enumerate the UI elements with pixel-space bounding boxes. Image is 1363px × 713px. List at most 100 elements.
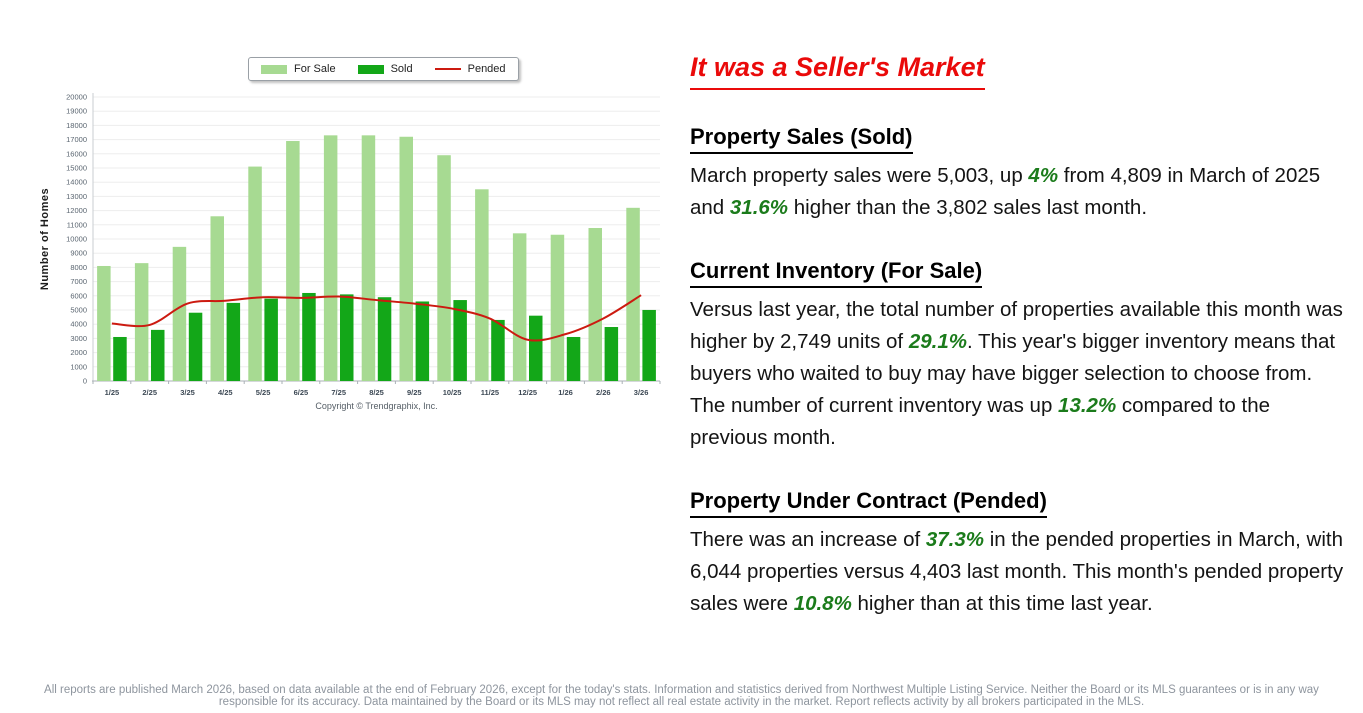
- footer-disclaimer: All reports are published March 2026, ba…: [44, 684, 1319, 708]
- y-tick-label: 11000: [67, 220, 87, 229]
- legend-item: Pended: [434, 63, 506, 75]
- bar-sold: [151, 329, 165, 381]
- bar-for-sale: [134, 263, 149, 381]
- bar-for-sale: [248, 166, 262, 381]
- bar-sold: [113, 336, 127, 381]
- bar-sold: [264, 298, 278, 381]
- legend-label: Pended: [467, 63, 506, 75]
- bar-for-sale: [512, 233, 527, 381]
- section-heading: Property Under Contract (Pended): [690, 488, 1047, 518]
- section-body: March property sales were 5,003, up 4% f…: [690, 160, 1350, 224]
- x-tick-label: 8/25: [369, 388, 384, 397]
- bar-sold: [604, 327, 619, 381]
- bar-for-sale: [323, 135, 338, 381]
- y-tick-label: 7000: [70, 277, 87, 286]
- x-tick-label: 4/25: [218, 388, 233, 397]
- bar-for-sale: [172, 246, 187, 381]
- bar-for-sale: [588, 228, 602, 381]
- bar-for-sale: [550, 234, 565, 381]
- body-text: higher than at this time last year.: [851, 592, 1153, 615]
- bar-for-sale: [475, 189, 489, 381]
- x-tick-label: 2/26: [596, 388, 611, 397]
- body-text: higher than the 3,802 sales last month.: [788, 196, 1148, 219]
- bar-sold: [226, 302, 241, 381]
- bar-sold: [188, 312, 203, 381]
- bar-sold: [453, 300, 467, 381]
- body-text: in the pended properties in March, with …: [690, 528, 1344, 615]
- emphasis-value: 13.2%: [1058, 394, 1117, 417]
- emphasis-value: 37.3%: [925, 528, 985, 551]
- section-heading: Property Sales (Sold): [690, 124, 913, 154]
- x-tick-label: 7/25: [331, 388, 346, 397]
- y-tick-label: 15000: [66, 164, 87, 173]
- y-tick-label: 2000: [70, 348, 87, 357]
- bar-for-sale: [361, 135, 376, 381]
- emphasis-value: 4%: [1028, 164, 1059, 187]
- chart-panel: For Sale Sold Pended 0 1000 2000 3000 4000 5000…: [0, 0, 690, 440]
- legend-item: Sold: [357, 63, 413, 75]
- bar-sold: [340, 294, 354, 381]
- x-tick-label: 6/25: [294, 388, 309, 397]
- emphasis-value: 31.6%: [729, 196, 789, 219]
- y-tick-label: 3000: [70, 334, 87, 343]
- chart-caption: Copyright © Trendgraphix, Inc.: [315, 401, 437, 411]
- section-property-sales: Property Sales (Sold) March property sal…: [690, 124, 1350, 224]
- y-tick-label: 8000: [70, 263, 87, 272]
- y-axis-label: Number of Homes: [39, 188, 51, 290]
- body-text: March property sales were 5,003, up: [690, 164, 1029, 187]
- x-tick-label: 3/25: [180, 388, 195, 397]
- y-tick-label: 17000: [66, 135, 87, 144]
- x-tick-label: 3/26: [634, 388, 649, 397]
- bar-sold: [491, 319, 505, 381]
- y-tick-label: 10000: [66, 235, 87, 244]
- y-tick-label: 1000: [70, 362, 87, 371]
- chart-legend: For Sale Sold Pended: [248, 57, 519, 81]
- y-tick-label: 0: [83, 377, 87, 386]
- bar-for-sale: [210, 216, 224, 381]
- y-tick-label: 14000: [66, 178, 87, 187]
- bar-sold: [566, 336, 581, 381]
- y-tick-label: 5000: [70, 306, 87, 315]
- article-title: It was a Seller's Market: [690, 52, 985, 90]
- bar-sold: [642, 309, 656, 381]
- bar-for-sale: [626, 207, 640, 381]
- body-text: Versus last year, the total number of pr…: [690, 298, 1343, 353]
- x-tick-label: 5/25: [256, 388, 271, 397]
- y-tick-label: 19000: [66, 107, 87, 116]
- body-text: There was an increase of: [690, 528, 926, 551]
- y-tick-label: 20000: [66, 93, 87, 102]
- article: It was a Seller's Market Property Sales …: [690, 52, 1350, 620]
- section-body: There was an increase of 37.3% in the pe…: [690, 524, 1350, 620]
- bar-for-sale: [286, 141, 300, 381]
- bar-sold: [415, 301, 430, 381]
- y-tick-label: 18000: [66, 121, 87, 130]
- legend-swatch-for-sale: [261, 64, 287, 74]
- section-under-contract: Property Under Contract (Pended) There w…: [690, 488, 1350, 620]
- bar-for-sale: [399, 136, 413, 381]
- body-text: compared to the previous month.: [690, 394, 1271, 449]
- x-tick-label: 11/25: [481, 388, 499, 397]
- bar-sold: [377, 297, 392, 381]
- body-text: . This year's bigger inventory means tha…: [690, 330, 1336, 417]
- x-tick-label: 9/25: [407, 388, 422, 397]
- bar-sold: [302, 292, 316, 381]
- homes-chart: 0 1000 2000 3000 4000 5000 6000 7000 8000 9000 100…: [39, 93, 661, 411]
- section-current-inventory: Current Inventory (For Sale) Versus last…: [690, 258, 1350, 454]
- x-tick-label: 1/25: [105, 388, 120, 397]
- bar-for-sale: [97, 265, 111, 381]
- legend-swatch-sold: [357, 64, 384, 74]
- legend-label: For Sale: [294, 63, 336, 75]
- x-tick-label: 12/25: [518, 388, 537, 397]
- y-tick-label: 13000: [66, 192, 87, 201]
- section-body: Versus last year, the total number of pr…: [690, 294, 1350, 454]
- pended-line: [111, 294, 642, 342]
- y-tick-label: 12000: [66, 206, 87, 215]
- y-tick-label: 16000: [66, 149, 87, 158]
- y-tick-label: 9000: [70, 249, 87, 258]
- emphasis-value: 29.1%: [908, 330, 967, 353]
- bar-for-sale: [437, 155, 451, 381]
- y-tick-label: 4000: [70, 320, 87, 329]
- emphasis-value: 10.8%: [793, 592, 852, 615]
- legend-swatch-pended: [434, 68, 461, 70]
